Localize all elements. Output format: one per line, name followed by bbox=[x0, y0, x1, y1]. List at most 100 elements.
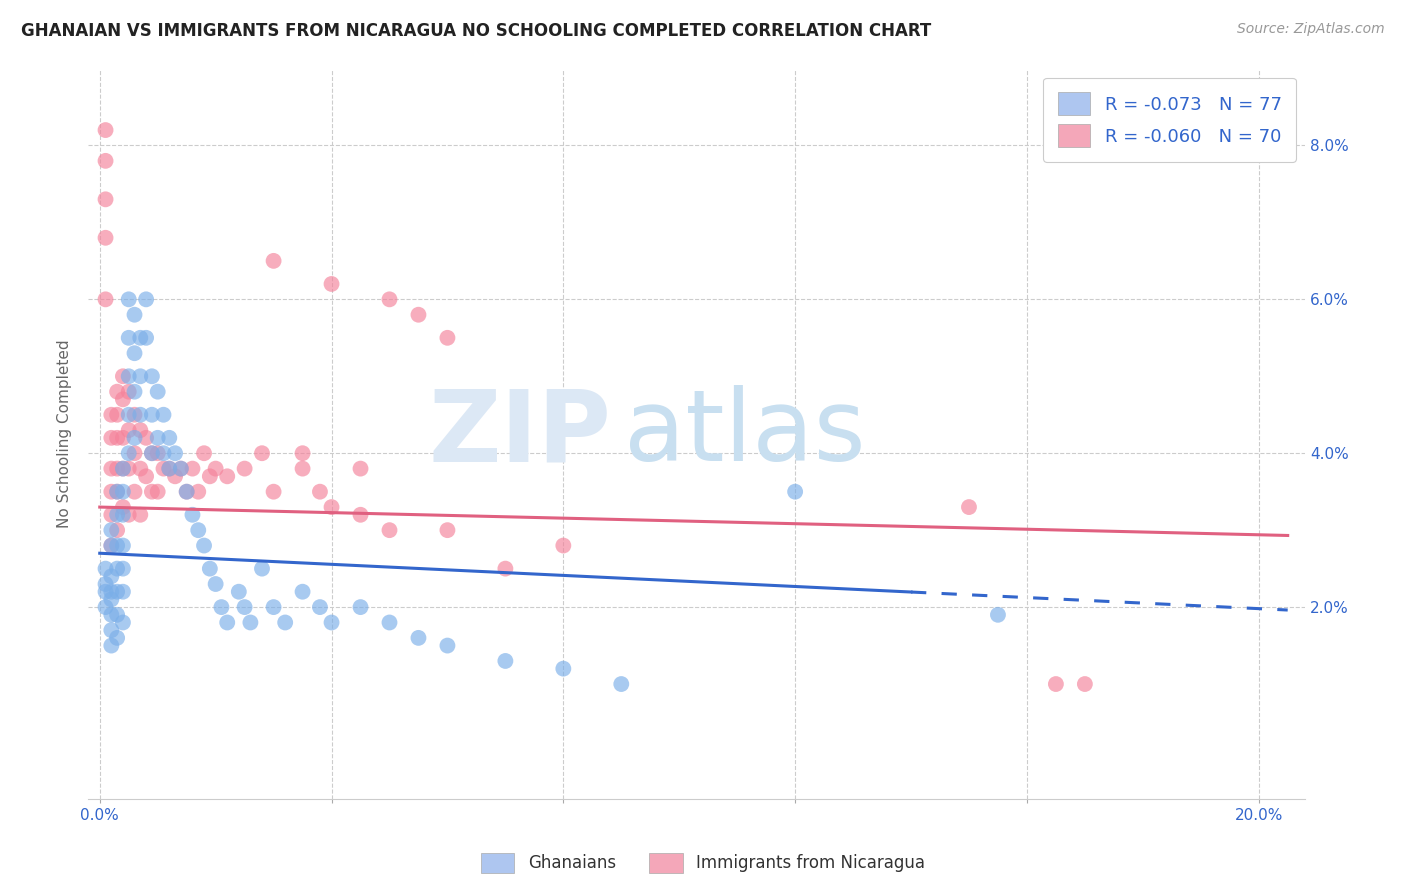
Point bbox=[111, 461, 134, 475]
Point bbox=[94, 231, 117, 245]
Point bbox=[105, 384, 128, 399]
Point bbox=[217, 469, 239, 483]
Point bbox=[349, 600, 371, 615]
Point bbox=[111, 561, 134, 575]
Point bbox=[152, 446, 174, 460]
Point bbox=[204, 461, 226, 475]
Point bbox=[436, 331, 458, 345]
Point bbox=[378, 615, 401, 630]
Point bbox=[124, 346, 146, 360]
Point bbox=[378, 523, 401, 537]
Point bbox=[157, 461, 180, 475]
Point bbox=[181, 508, 204, 522]
Point bbox=[105, 484, 128, 499]
Point bbox=[100, 539, 122, 553]
Point bbox=[105, 523, 128, 537]
Point bbox=[105, 561, 128, 575]
Point bbox=[193, 446, 215, 460]
Point bbox=[111, 392, 134, 407]
Point bbox=[321, 277, 343, 291]
Point bbox=[118, 293, 141, 307]
Point bbox=[198, 561, 221, 575]
Point bbox=[309, 484, 332, 499]
Point bbox=[94, 577, 117, 591]
Point bbox=[176, 484, 198, 499]
Point bbox=[118, 446, 141, 460]
Point bbox=[105, 461, 128, 475]
Point bbox=[105, 431, 128, 445]
Point bbox=[111, 369, 134, 384]
Point bbox=[321, 615, 343, 630]
Point bbox=[233, 600, 256, 615]
Point bbox=[198, 469, 221, 483]
Point bbox=[118, 384, 141, 399]
Point bbox=[105, 631, 128, 645]
Point bbox=[785, 484, 807, 499]
Point bbox=[105, 539, 128, 553]
Point bbox=[157, 431, 180, 445]
Point bbox=[610, 677, 633, 691]
Point bbox=[957, 500, 980, 514]
Point bbox=[494, 654, 516, 668]
Y-axis label: No Schooling Completed: No Schooling Completed bbox=[58, 340, 72, 528]
Point bbox=[105, 484, 128, 499]
Point bbox=[111, 431, 134, 445]
Text: atlas: atlas bbox=[624, 385, 865, 483]
Point bbox=[291, 584, 314, 599]
Point bbox=[100, 592, 122, 607]
Text: Source: ZipAtlas.com: Source: ZipAtlas.com bbox=[1237, 22, 1385, 37]
Point bbox=[349, 461, 371, 475]
Point bbox=[111, 461, 134, 475]
Point bbox=[111, 584, 134, 599]
Point bbox=[146, 431, 169, 445]
Point bbox=[105, 607, 128, 622]
Point bbox=[124, 408, 146, 422]
Point bbox=[141, 446, 163, 460]
Point bbox=[118, 331, 141, 345]
Point bbox=[291, 446, 314, 460]
Point bbox=[100, 569, 122, 583]
Point bbox=[118, 369, 141, 384]
Point bbox=[152, 408, 174, 422]
Point bbox=[209, 600, 232, 615]
Point bbox=[135, 293, 157, 307]
Point bbox=[135, 431, 157, 445]
Point bbox=[1074, 677, 1097, 691]
Point bbox=[157, 461, 180, 475]
Point bbox=[118, 408, 141, 422]
Legend: Ghanaians, Immigrants from Nicaragua: Ghanaians, Immigrants from Nicaragua bbox=[474, 847, 932, 880]
Point bbox=[124, 484, 146, 499]
Point bbox=[94, 293, 117, 307]
Point bbox=[118, 508, 141, 522]
Point bbox=[100, 639, 122, 653]
Point bbox=[105, 584, 128, 599]
Point bbox=[987, 607, 1010, 622]
Point bbox=[124, 446, 146, 460]
Point bbox=[94, 192, 117, 206]
Point bbox=[146, 446, 169, 460]
Point bbox=[118, 423, 141, 437]
Point bbox=[111, 615, 134, 630]
Point bbox=[263, 253, 285, 268]
Point bbox=[187, 484, 209, 499]
Point bbox=[1045, 677, 1067, 691]
Point bbox=[94, 123, 117, 137]
Point bbox=[553, 662, 575, 676]
Point bbox=[100, 523, 122, 537]
Point bbox=[274, 615, 297, 630]
Point bbox=[129, 408, 152, 422]
Point bbox=[100, 461, 122, 475]
Point bbox=[100, 539, 122, 553]
Point bbox=[105, 408, 128, 422]
Point bbox=[176, 484, 198, 499]
Point bbox=[124, 384, 146, 399]
Point bbox=[118, 461, 141, 475]
Point bbox=[94, 561, 117, 575]
Point bbox=[111, 500, 134, 514]
Point bbox=[146, 484, 169, 499]
Point bbox=[100, 484, 122, 499]
Point bbox=[494, 561, 516, 575]
Point bbox=[170, 461, 193, 475]
Point bbox=[408, 631, 430, 645]
Point bbox=[129, 331, 152, 345]
